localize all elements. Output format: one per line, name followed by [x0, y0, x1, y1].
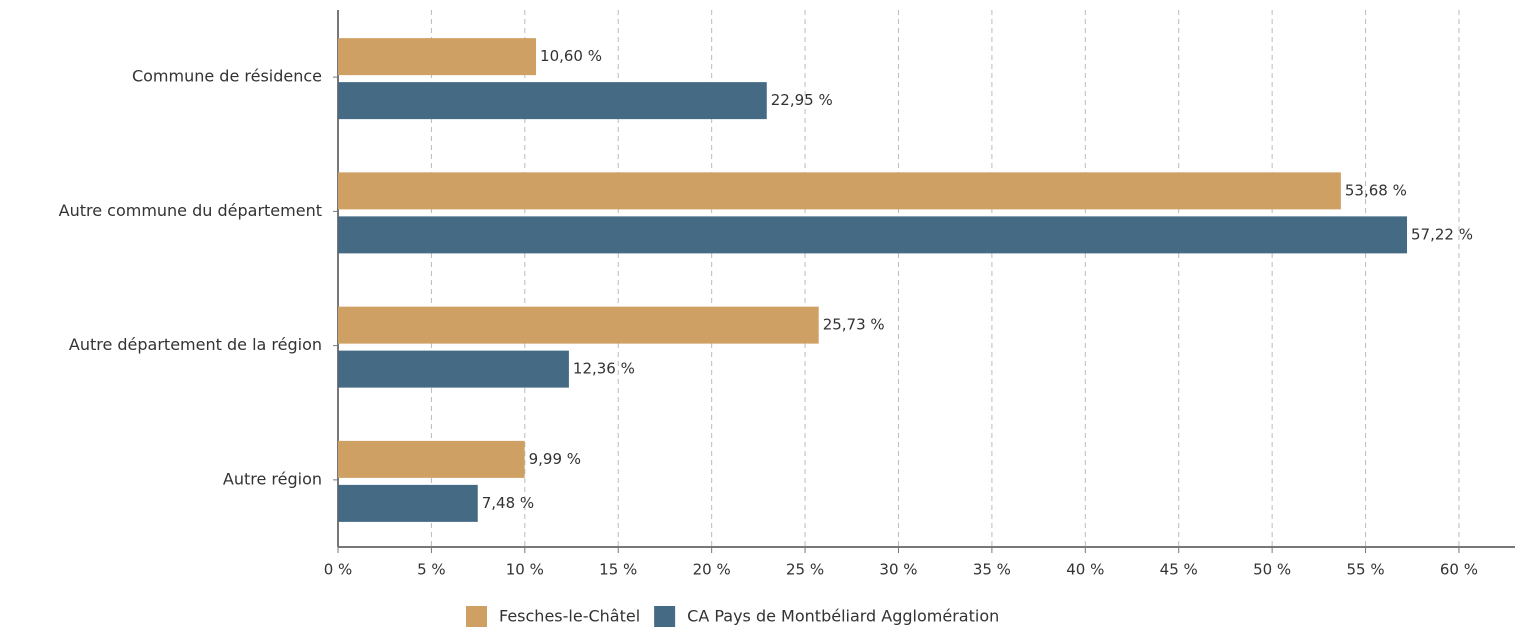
y-tick-label: Commune de résidence: [132, 67, 322, 86]
x-tick-label: 55 %: [1346, 561, 1384, 579]
value-label: 53,68 %: [1345, 181, 1407, 199]
bar: [338, 216, 1408, 254]
value-label: 57,22 %: [1411, 225, 1473, 243]
legend-swatch: [654, 606, 676, 627]
bar: [338, 350, 569, 388]
y-tick-label: Autre commune du département: [59, 201, 322, 220]
x-tick-label: 45 %: [1160, 561, 1198, 579]
value-label: 7,48 %: [482, 494, 534, 512]
y-tick-label: Autre département de la région: [69, 335, 322, 354]
x-tick-label: 10 %: [506, 561, 544, 579]
value-label: 9,99 %: [529, 450, 581, 468]
bar: [338, 440, 525, 478]
legend-swatch: [466, 606, 487, 627]
value-label: 12,36 %: [573, 360, 635, 378]
x-tick-label: 30 %: [879, 561, 917, 579]
y-tick-label: Autre région: [223, 469, 322, 488]
x-tick-label: 5 %: [417, 561, 446, 579]
value-label: 25,73 %: [823, 316, 885, 334]
value-label: 22,95 %: [771, 91, 833, 109]
value-label: 10,60 %: [540, 47, 602, 65]
bar: [338, 484, 478, 522]
bar: [338, 38, 537, 76]
legend-label: Fesches-le-Châtel: [499, 607, 640, 626]
x-tick-label: 0 %: [324, 561, 353, 579]
x-tick-label: 60 %: [1440, 561, 1478, 579]
x-tick-label: 50 %: [1253, 561, 1291, 579]
x-tick-label: 15 %: [599, 561, 637, 579]
bar: [338, 306, 819, 344]
x-tick-label: 20 %: [693, 561, 731, 579]
bar: [338, 172, 1341, 210]
x-tick-label: 35 %: [973, 561, 1011, 579]
legend-label: CA Pays de Montbéliard Agglomération: [687, 607, 999, 626]
x-tick-label: 40 %: [1066, 561, 1104, 579]
x-tick-label: 25 %: [786, 561, 824, 579]
bar: [338, 82, 767, 120]
